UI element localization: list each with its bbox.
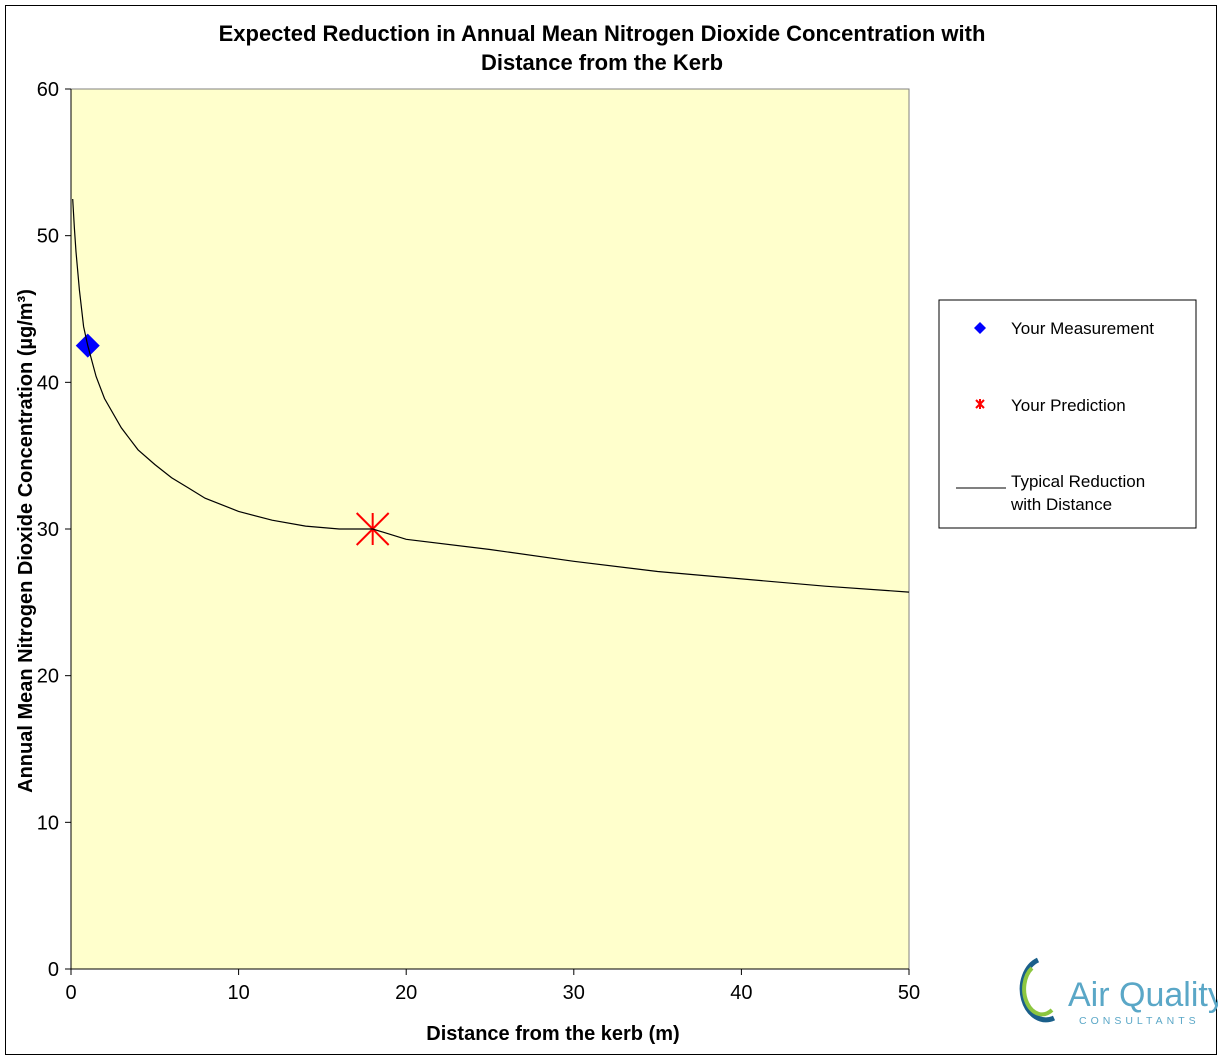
logo-name: Air Quality: [1068, 976, 1218, 1014]
series-layer: [72, 198, 910, 593]
chart-title-line1: Expected Reduction in Annual Mean Nitrog…: [219, 21, 986, 46]
logo-subtitle: CONSULTANTS: [1079, 1015, 1200, 1027]
x-tick-label: 40: [730, 982, 752, 1004]
y-tick-label: 20: [37, 666, 59, 688]
x-tick-label: 30: [563, 982, 585, 1004]
legend-label-measurement: Your Measurement: [1011, 319, 1154, 338]
y-tick-label: 10: [37, 812, 59, 834]
y-tick-label: 40: [37, 372, 59, 394]
legend-label-typical-line1: Typical Reduction: [1011, 472, 1145, 491]
logo-swoosh-green-icon: [1022, 966, 1054, 1017]
x-tick-label: 0: [65, 982, 76, 1004]
legend-asterisk-icon: [975, 399, 985, 409]
chart-frame: Expected Reduction in Annual Mean Nitrog…: [5, 5, 1218, 1055]
x-tick-label: 50: [898, 982, 920, 1004]
legend-box: [938, 299, 1197, 529]
legend: Your Measurement Your Prediction Typical…: [938, 299, 1197, 529]
y-axis-label: Annual Mean Nitrogen Dioxide Concentrati…: [15, 289, 37, 793]
typical-reduction-line: [72, 198, 910, 593]
y-tick-labels: 0 10 20 30 40 50 60: [37, 79, 71, 981]
y-tick-label: 50: [37, 226, 59, 248]
plot-area: [70, 88, 910, 970]
y-tick-label: 60: [37, 79, 59, 101]
x-tick-label: 20: [395, 982, 417, 1004]
air-quality-consultants-logo: Air Quality CONSULTANTS: [1019, 957, 1218, 1027]
x-axis-label: Distance from the kerb (m): [426, 1023, 679, 1045]
x-tick-labels: 0 10 20 30 40 50: [65, 969, 920, 1004]
legend-label-typical-line2: with Distance: [1010, 495, 1112, 514]
legend-diamond-icon: [974, 322, 986, 334]
chart-svg: Expected Reduction in Annual Mean Nitrog…: [15, 21, 1218, 1045]
y-tick-label: 30: [37, 519, 59, 541]
y-tick-label: 0: [48, 959, 59, 981]
x-tick-label: 10: [227, 982, 249, 1004]
chart-title-line2: Distance from the Kerb: [481, 50, 723, 75]
legend-label-prediction: Your Prediction: [1011, 396, 1126, 415]
